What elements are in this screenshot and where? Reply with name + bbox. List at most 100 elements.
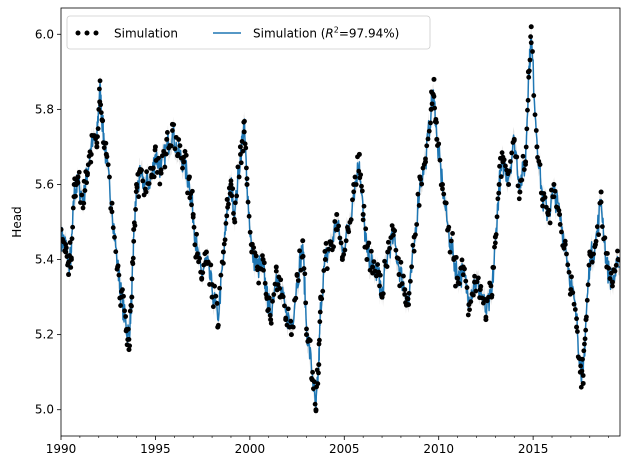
simulated-series (61, 37, 620, 411)
observed-point (402, 287, 408, 293)
observed-point (385, 249, 391, 255)
observed-point (270, 298, 275, 304)
observed-point (200, 270, 206, 276)
x-tick-label: 2005 (329, 442, 360, 456)
observed-point (562, 238, 568, 244)
observed-point (605, 251, 610, 256)
observed-point (525, 97, 531, 103)
observed-point (172, 146, 178, 152)
observed-point (158, 170, 164, 176)
observed-point (288, 332, 294, 338)
plot-area (61, 24, 620, 418)
observed-point (70, 205, 76, 211)
observed-point (118, 303, 123, 308)
legend: Simulation Simulation (R2=97.94%) (66, 15, 431, 50)
observed-point (323, 241, 329, 246)
observed-point (360, 217, 366, 223)
observed-point (324, 266, 330, 272)
observed-point (320, 288, 326, 294)
observed-point (565, 262, 571, 268)
observed-point (468, 299, 474, 305)
observed-point (593, 238, 599, 244)
observed-point (462, 266, 467, 272)
observed-point (197, 256, 202, 261)
observed-point (94, 144, 100, 150)
observed-point (130, 255, 136, 261)
observed-point (508, 159, 513, 164)
observed-point (348, 217, 354, 223)
observed-point (117, 295, 123, 301)
observed-point (497, 163, 502, 169)
observed-point (317, 309, 323, 315)
observed-point (224, 213, 230, 219)
observed-point (537, 162, 543, 167)
x-axis: 1990 1995 2000 2005 2010 2015 (46, 436, 609, 456)
observed-point (441, 191, 447, 197)
observed-point (541, 191, 547, 196)
observed-point (95, 126, 101, 132)
observed-point (78, 200, 83, 206)
observed-point (564, 251, 569, 257)
observed-point (294, 273, 300, 278)
observed-point (241, 129, 247, 135)
observed-point (221, 241, 227, 247)
observed-point (520, 153, 526, 159)
observed-point (304, 332, 310, 338)
legend-label-observed: Simulation (114, 27, 178, 41)
observed-point (440, 186, 445, 192)
observed-point (273, 268, 279, 274)
observed-point (582, 341, 587, 347)
observed-point (164, 130, 170, 135)
observed-point (465, 312, 471, 318)
observed-point (236, 174, 242, 180)
observed-point (390, 232, 396, 238)
observed-point (317, 319, 323, 325)
observed-point (238, 152, 243, 157)
observed-point (288, 318, 294, 324)
observed-point (342, 247, 348, 253)
observed-point (282, 303, 287, 309)
y-tick-label: 5.0 (35, 403, 54, 417)
x-tick-label: 1990 (46, 442, 77, 456)
observed-point (131, 227, 137, 233)
observed-point (556, 207, 562, 213)
observed-point (240, 148, 246, 154)
observed-point (535, 155, 540, 160)
observed-point (316, 370, 321, 376)
observed-point (109, 200, 115, 206)
observed-point (328, 239, 334, 245)
observed-point (389, 223, 395, 228)
observed-point (301, 266, 307, 271)
observed-point (80, 205, 86, 211)
observed-point (263, 291, 269, 297)
observed-point (457, 281, 462, 287)
observed-point (511, 138, 517, 144)
observed-point (377, 283, 382, 289)
observed-point (237, 144, 243, 150)
observed-point (208, 262, 214, 268)
observed-point (399, 281, 405, 287)
observed-point (377, 272, 383, 278)
x-tick-label: 1995 (140, 442, 171, 456)
observed-point (162, 164, 168, 170)
observed-point (186, 176, 192, 182)
observed-point (509, 150, 515, 156)
observed-point (100, 118, 105, 124)
observed-point (499, 150, 505, 156)
observed-point (273, 264, 279, 270)
legend-label-simulated: Simulation (R2=97.94%) (253, 26, 399, 41)
observed-point (521, 167, 527, 172)
observed-point (450, 231, 455, 236)
observed-point (86, 153, 92, 159)
observed-point (129, 276, 135, 282)
observed-point (232, 200, 238, 206)
observed-point (202, 251, 208, 257)
observed-point (609, 279, 615, 285)
observed-point (66, 272, 72, 278)
observed-point (68, 255, 74, 261)
observed-point (526, 68, 532, 74)
observed-point (213, 293, 219, 299)
observed-point (580, 373, 586, 378)
observed-point (359, 183, 364, 189)
observed-point (429, 101, 435, 107)
